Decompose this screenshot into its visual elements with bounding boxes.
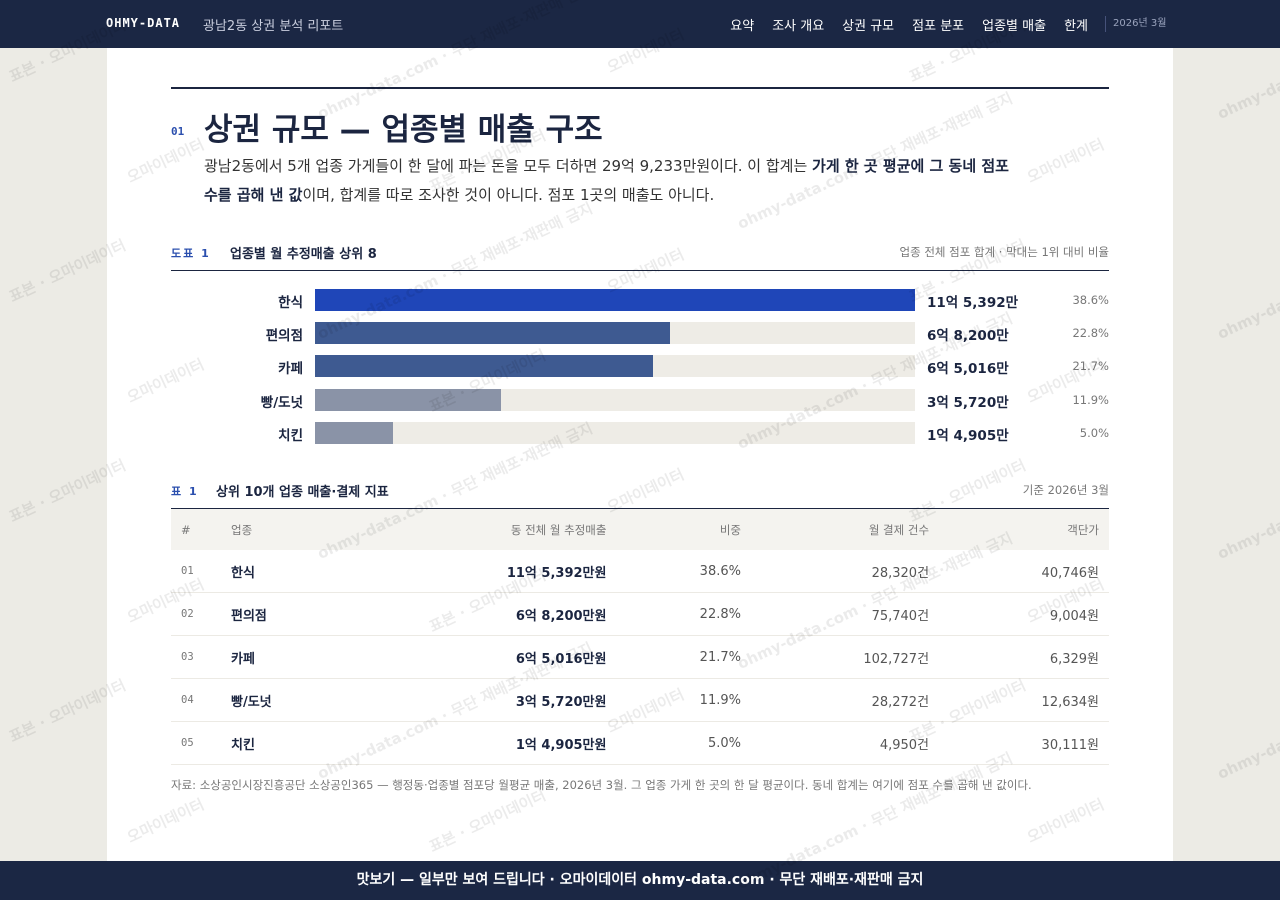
- column-header: 업종: [221, 508, 355, 550]
- table-cell: 102,727건: [750, 635, 940, 679]
- watermark: ohmy-data.com · 무단 재배포·재판매 금지: [1214, 199, 1280, 343]
- section-number: 01: [171, 125, 185, 138]
- table-cell: 6억 5,016만원: [354, 635, 617, 679]
- watermark: ohmy-data.com · 무단 재배포·재판매 금지: [1214, 419, 1280, 563]
- header-row: # 업종 동 전체 월 추정매출 비중 월 결제 건수 객단가: [171, 508, 1109, 550]
- bar-chart: 한식 11억 5,392만 38.6% 편의점 6억 8,200만 22.8% 카페 6억 5…: [107, 48, 1173, 468]
- column-header: 월 결제 건수: [750, 508, 940, 550]
- column-header: 객단가: [939, 508, 1109, 550]
- source-note: 자료: 소상공인시장진흥공단 소상공인365 — 행정동·업종별 점포당 월평균…: [171, 778, 1032, 792]
- table-cell: 5.0%: [616, 721, 751, 765]
- share-label: 22.8%: [1072, 326, 1109, 340]
- figure-label: 도표 1: [171, 247, 211, 260]
- table-cell: 04: [171, 678, 221, 722]
- figure-note: 업종 전체 점포 합계 · 막대는 1위 대비 비율: [899, 245, 1110, 259]
- lead: 광남2동에서 5개 업종 가게들이 한 달에 파는 돈을 모두 더하면 29억 …: [204, 152, 1014, 210]
- table-cell: 9,004원: [939, 592, 1109, 636]
- table-cell: 28,272건: [750, 678, 940, 722]
- table-cell: 75,740건: [750, 592, 940, 636]
- table-cell: 빵/도넛: [221, 678, 355, 722]
- lead-text: 가게 한 곳 평균에 그 동네 점포 수를 곱해 낸 값: [204, 157, 1009, 204]
- table-cell: 11.9%: [616, 678, 751, 722]
- column-header: 비중: [616, 508, 751, 550]
- value-label: 6억 8,200만: [927, 328, 1009, 344]
- category-label: 편의점: [265, 328, 303, 344]
- table-cell: 한식: [221, 550, 355, 593]
- share-label: 5.0%: [1079, 426, 1109, 440]
- share-label: 11.9%: [1072, 393, 1109, 407]
- bar: [315, 322, 670, 344]
- table-cell: 카페: [221, 635, 355, 679]
- nav-link[interactable]: 한계: [1064, 18, 1088, 34]
- watermark: ohmy-data.com · 무단 재배포·재판매 금지: [1214, 639, 1280, 783]
- lead-text: 광남2동에서 5개 업종 가게들이 한 달에 파는 돈을 모두 더하면 29억 …: [204, 157, 813, 175]
- table-cell: 21.7%: [616, 635, 751, 679]
- table-cell: 01: [171, 550, 221, 593]
- report-subtitle: 광남2동 상권 분석 리포트: [203, 19, 344, 34]
- column-header: 동 전체 월 추정매출: [354, 508, 617, 550]
- table-row: 02 편의점 6억 8,200만원 22.8% 75,740건 9,004원: [171, 592, 1109, 636]
- category-label: 빵/도넛: [260, 395, 303, 411]
- nav-link[interactable]: 조사 개요: [772, 18, 825, 34]
- value-label: 6억 5,016만: [927, 361, 1009, 377]
- table-cell: 22.8%: [616, 592, 751, 636]
- nav: 요약 조사 개요 상권 규모 점포 분포 업종별 매출 한계: [730, 0, 1088, 48]
- lead-text: 이며, 합계를 따로 조사한 것이 아니다. 점포 1곳의 매출도 아니다.: [302, 186, 715, 204]
- table-cell: 12,634원: [939, 678, 1109, 722]
- report-date: 2026년 3월: [1105, 16, 1166, 32]
- table-cell: 치킨: [221, 721, 355, 765]
- table-cell: 40,746원: [939, 550, 1109, 593]
- table-row: 01 한식 11억 5,392만원 38.6% 28,320건 40,746원: [171, 550, 1109, 593]
- nav-link[interactable]: 상권 규모: [842, 18, 895, 34]
- bar: [315, 355, 654, 377]
- table-cell: 05: [171, 721, 221, 765]
- table-cell: 4,950건: [750, 721, 940, 765]
- table-cell: 02: [171, 592, 221, 636]
- nav-link[interactable]: 점포 분포: [912, 18, 965, 34]
- value-label: 3억 5,720만: [927, 395, 1009, 411]
- nav-link[interactable]: 업종별 매출: [982, 18, 1047, 34]
- bar: [315, 289, 915, 311]
- table-cell: 편의점: [221, 592, 355, 636]
- table-cell: 3억 5,720만원: [354, 678, 617, 722]
- data-table: # 업종 동 전체 월 추정매출 비중 월 결제 건수 객단가 01 한식 11억 5,392만…: [171, 508, 1109, 765]
- share-label: 38.6%: [1072, 293, 1109, 307]
- figure-title: 업종별 월 추정매출 상위 8: [230, 247, 377, 262]
- table-cell: 28,320건: [750, 550, 940, 593]
- bar-track: [315, 422, 915, 444]
- table-cell: 03: [171, 635, 221, 679]
- table-cell: 6억 8,200만원: [354, 592, 617, 636]
- category-label: 카페: [278, 361, 303, 377]
- rule: [171, 270, 1109, 271]
- value-label: 1억 4,905만: [927, 428, 1009, 444]
- rule: [171, 87, 1109, 89]
- brand[interactable]: OHMY-DATA: [106, 16, 181, 30]
- table-row: 04 빵/도넛 3억 5,720만원 11.9% 28,272건 12,634원: [171, 678, 1109, 722]
- category-label: 치킨: [278, 428, 303, 444]
- nav-link[interactable]: 요약: [730, 18, 755, 34]
- table-cell: 6,329원: [939, 635, 1109, 679]
- bar: [315, 422, 393, 444]
- footer-banner: 맛보기 — 일부만 보여 드립니다 · 오마이데이터 ohmy-data.com…: [0, 861, 1280, 900]
- table-row: 03 카페 6억 5,016만원 21.7% 102,727건 6,329원: [171, 635, 1109, 679]
- table-row: 05 치킨 1억 4,905만원 5.0% 4,950건 30,111원: [171, 721, 1109, 765]
- table-label: 표 1: [171, 485, 199, 498]
- value-label: 11억 5,392만: [927, 295, 1019, 311]
- table-cell: 30,111원: [939, 721, 1109, 765]
- bar: [315, 389, 501, 411]
- table-cell: 38.6%: [616, 550, 751, 593]
- table-cell: 11억 5,392만원: [354, 550, 617, 593]
- share-label: 21.7%: [1072, 359, 1109, 373]
- table-note: 기준 2026년 3월: [1022, 483, 1109, 497]
- section-title: 상권 규모 — 업종별 매출 구조: [204, 112, 603, 148]
- column-header: #: [171, 508, 221, 550]
- table-title: 상위 10개 업종 매출·결제 지표: [216, 485, 389, 500]
- table-cell: 1억 4,905만원: [354, 721, 617, 765]
- category-label: 한식: [278, 295, 303, 311]
- top-bar: OHMY-DATA 광남2동 상권 분석 리포트 요약 조사 개요 상권 규모 점포 …: [0, 0, 1280, 48]
